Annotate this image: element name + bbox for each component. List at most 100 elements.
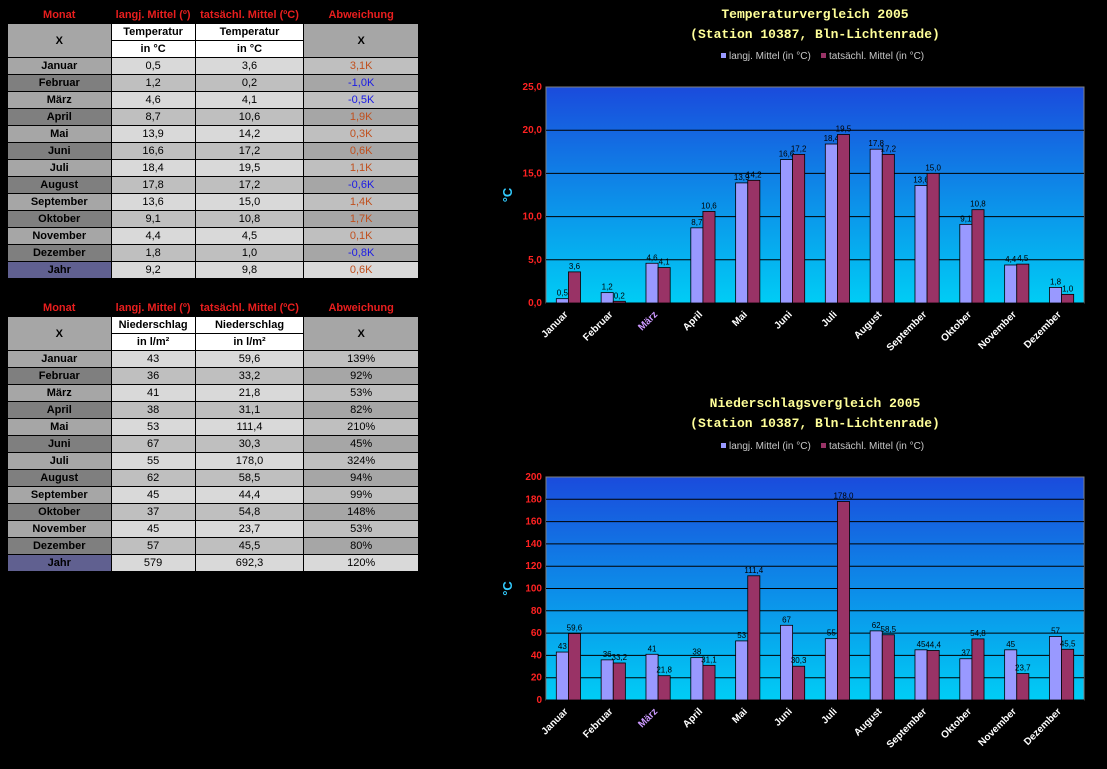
table-row: Juli 55 178,0 324%	[7, 452, 419, 470]
cell-actual: 31,1	[194, 401, 305, 419]
x-tick-label: März	[636, 706, 660, 730]
cell-longterm: 4,6	[110, 91, 196, 109]
cell-actual: 10,6	[194, 108, 305, 126]
data-label: 1,8	[1050, 277, 1062, 286]
bar	[881, 634, 895, 701]
cell-month: Juli	[7, 452, 112, 470]
x-tick-label: Mai	[730, 706, 750, 726]
cell-actual: 30,3	[194, 435, 305, 453]
cell-deviation: 0,6K	[303, 261, 419, 279]
table-row: August 17,8 17,2 -0,6K	[7, 176, 419, 194]
cell-deviation: -0,8K	[303, 244, 419, 262]
y-axis-label: °C	[500, 187, 515, 202]
x-tick-label: Dezember	[1022, 309, 1064, 351]
cell-longterm: 43	[110, 350, 196, 368]
cell-month: Juni	[7, 435, 112, 453]
cell-deviation: -1,0K	[303, 74, 419, 92]
x-tick-label: April	[681, 706, 705, 730]
cell-month: Februar	[7, 367, 112, 385]
cell-longterm: 1,8	[110, 244, 196, 262]
table-row: November 45 23,7 53%	[7, 520, 419, 538]
cell-actual: 0,2	[194, 74, 305, 92]
legend-swatch	[821, 443, 826, 448]
data-label: 54,8	[970, 629, 986, 638]
bar	[555, 298, 569, 304]
table-row: Januar 43 59,6 139%	[7, 350, 419, 368]
table-row: August 62 58,5 94%	[7, 469, 419, 487]
x-tick-label: April	[681, 309, 705, 333]
table-row: März 41 21,8 53%	[7, 384, 419, 402]
data-label: 45,5	[1060, 639, 1076, 648]
cell-longterm: 0,5	[110, 57, 196, 75]
data-label: 0,2	[614, 291, 626, 300]
table-row: Dezember 57 45,5 80%	[7, 537, 419, 555]
legend-swatch	[721, 53, 726, 58]
bar	[690, 227, 704, 304]
data-label: 44,4	[925, 640, 941, 649]
data-label: 3,6	[569, 262, 581, 271]
header-langj: langj. Mittel (º)	[110, 299, 196, 317]
cell-deviation: 1,1K	[303, 159, 419, 177]
cell-longterm: 9,1	[110, 210, 196, 228]
cell-month: November	[7, 520, 112, 538]
data-label: 57	[1051, 626, 1060, 635]
cell-month: Jahr	[7, 554, 112, 572]
temperature-table: Monat langj. Mittel (º) tatsächl. Mittel…	[7, 6, 419, 279]
x-tick-label: September	[885, 706, 929, 750]
table-row: Juli 18,4 19,5 1,1K	[7, 159, 419, 177]
data-label: 16,6	[779, 150, 795, 159]
bar	[926, 172, 940, 304]
cell-actual: 111,4	[194, 418, 305, 436]
data-label: 45	[1006, 640, 1015, 649]
data-label: 13,9	[734, 173, 750, 182]
cell-actual: 14,2	[194, 125, 305, 143]
plot-area	[545, 86, 1085, 304]
cell-deviation: 80%	[303, 537, 419, 555]
cell-actual: 4,1	[194, 91, 305, 109]
table-row: April 38 31,1 82%	[7, 401, 419, 419]
cell-month: Dezember	[7, 537, 112, 555]
cell-deviation: 139%	[303, 350, 419, 368]
cell-actual: 59,6	[194, 350, 305, 368]
cell-actual: 45,5	[194, 537, 305, 555]
cell-actual: 17,2	[194, 142, 305, 160]
legend-swatch	[821, 53, 826, 58]
cell-longterm: 55	[110, 452, 196, 470]
cell-longterm: 53	[110, 418, 196, 436]
table-row: Mai 53 111,4 210%	[7, 418, 419, 436]
bar	[555, 651, 569, 701]
bar	[926, 650, 940, 701]
cell-actual: 9,8	[194, 261, 305, 279]
x-tick-label: Juli	[820, 706, 840, 726]
x-tick-label: Januar	[540, 309, 571, 340]
x-tick-label: August	[852, 309, 885, 342]
cell-deviation: 82%	[303, 401, 419, 419]
cell-month: Oktober	[7, 210, 112, 228]
bar	[747, 575, 761, 701]
cell-actual: 10,8	[194, 210, 305, 228]
y-tick-label: 180	[525, 494, 542, 505]
x-tick-label: August	[852, 706, 885, 739]
data-label: 45	[917, 640, 926, 649]
bar	[881, 153, 895, 304]
cell-longterm: 579	[110, 554, 196, 572]
y-tick-label: 60	[531, 628, 543, 639]
bar	[792, 665, 806, 701]
bar	[735, 182, 749, 304]
cell-longterm: 13,9	[110, 125, 196, 143]
bar	[735, 640, 749, 701]
data-label: 36	[603, 650, 612, 659]
bar	[959, 658, 973, 701]
data-label: 33,2	[612, 653, 628, 662]
y-tick-label: 0,0	[528, 298, 542, 309]
header-abweichung: Abweichung	[303, 6, 419, 24]
header-abweichung: Abweichung	[303, 299, 419, 317]
bar	[1061, 648, 1075, 701]
data-label: 9,1	[960, 214, 972, 223]
cell-actual: 33,2	[194, 367, 305, 385]
y-tick-label: 160	[525, 517, 542, 528]
y-axis-label: °C	[500, 581, 515, 596]
cell-month: August	[7, 469, 112, 487]
cell-deviation: 0,6K	[303, 142, 419, 160]
cell-deviation: 120%	[303, 554, 419, 572]
